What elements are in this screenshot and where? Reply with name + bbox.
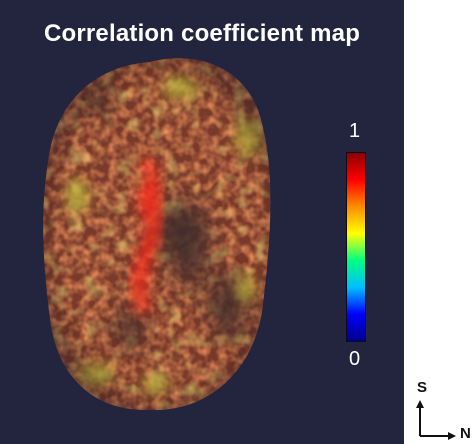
orientation-s-label: S [417,379,428,396]
orientation-indicator: S N [404,0,474,444]
colorbar [346,152,366,342]
colorbar-max-label: 1 [349,120,361,142]
nucleus-correlation-image [43,58,271,411]
colorbar-min-label: 0 [349,348,361,370]
orientation-n-label: N [460,425,471,442]
orientation-arrows [416,400,456,440]
correlation-map-panel: Correlation coefficient map [0,0,404,444]
map-title: Correlation coefficient map [43,20,361,47]
